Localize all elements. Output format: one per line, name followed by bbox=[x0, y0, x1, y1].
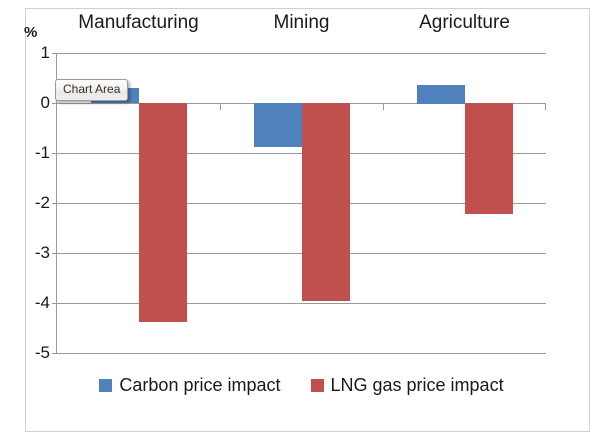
y-axis-tick-label: -1 bbox=[34, 143, 50, 162]
legend-swatch-icon bbox=[99, 379, 113, 392]
bar-mining-lng[interactable] bbox=[302, 103, 350, 301]
category-separator-tick bbox=[220, 103, 221, 110]
y-axis-tick-label: -2 bbox=[34, 193, 50, 212]
category-separator-tick bbox=[545, 103, 546, 110]
gridline bbox=[57, 253, 546, 254]
category-separator-tick bbox=[383, 103, 384, 110]
y-axis-tick bbox=[52, 203, 57, 204]
y-axis-tick-label: 1 bbox=[40, 43, 50, 62]
legend-swatch-icon bbox=[310, 379, 324, 392]
y-axis-tick bbox=[52, 303, 57, 304]
chart-area-tooltip: Chart Area bbox=[55, 79, 129, 101]
legend-item-lng-gas-price-impact[interactable]: LNG gas price impact bbox=[310, 375, 504, 396]
gridline bbox=[57, 203, 546, 204]
plot-area bbox=[52, 53, 546, 354]
legend-item-carbon-price-impact[interactable]: Carbon price impact bbox=[99, 375, 281, 396]
gridline bbox=[57, 353, 546, 354]
gridline bbox=[57, 53, 546, 54]
bar-agriculture-carbon[interactable] bbox=[417, 85, 465, 104]
y-axis-tick-label: -4 bbox=[34, 293, 50, 312]
y-axis-tick bbox=[52, 253, 57, 254]
y-axis-tick bbox=[52, 353, 57, 354]
legend-label: Carbon price impact bbox=[119, 375, 281, 395]
y-axis-tick-label: -3 bbox=[34, 243, 50, 262]
bar-agriculture-lng[interactable] bbox=[465, 103, 513, 214]
y-axis-tick bbox=[52, 103, 57, 104]
y-axis-tick bbox=[52, 53, 57, 54]
y-axis-tick-label: -5 bbox=[34, 343, 50, 362]
category-label-mining: Mining bbox=[273, 12, 330, 33]
gridline bbox=[57, 153, 546, 154]
y-axis-unit-label: % bbox=[24, 24, 38, 41]
y-axis-labels: 1 0 -1 -2 -3 -4 -5 bbox=[17, 44, 50, 361]
chart-legend: Carbon price impact LNG gas price impact bbox=[57, 375, 546, 396]
gridline bbox=[57, 303, 546, 304]
y-axis-tick bbox=[52, 153, 57, 154]
bar-manufacturing-lng[interactable] bbox=[139, 103, 187, 322]
category-label-agriculture: Agriculture bbox=[419, 12, 510, 33]
legend-label: LNG gas price impact bbox=[330, 375, 504, 395]
y-axis-tick-label: 0 bbox=[40, 93, 50, 112]
category-label-manufacturing: Manufacturing bbox=[78, 12, 199, 33]
bar-mining-carbon[interactable] bbox=[254, 103, 302, 147]
